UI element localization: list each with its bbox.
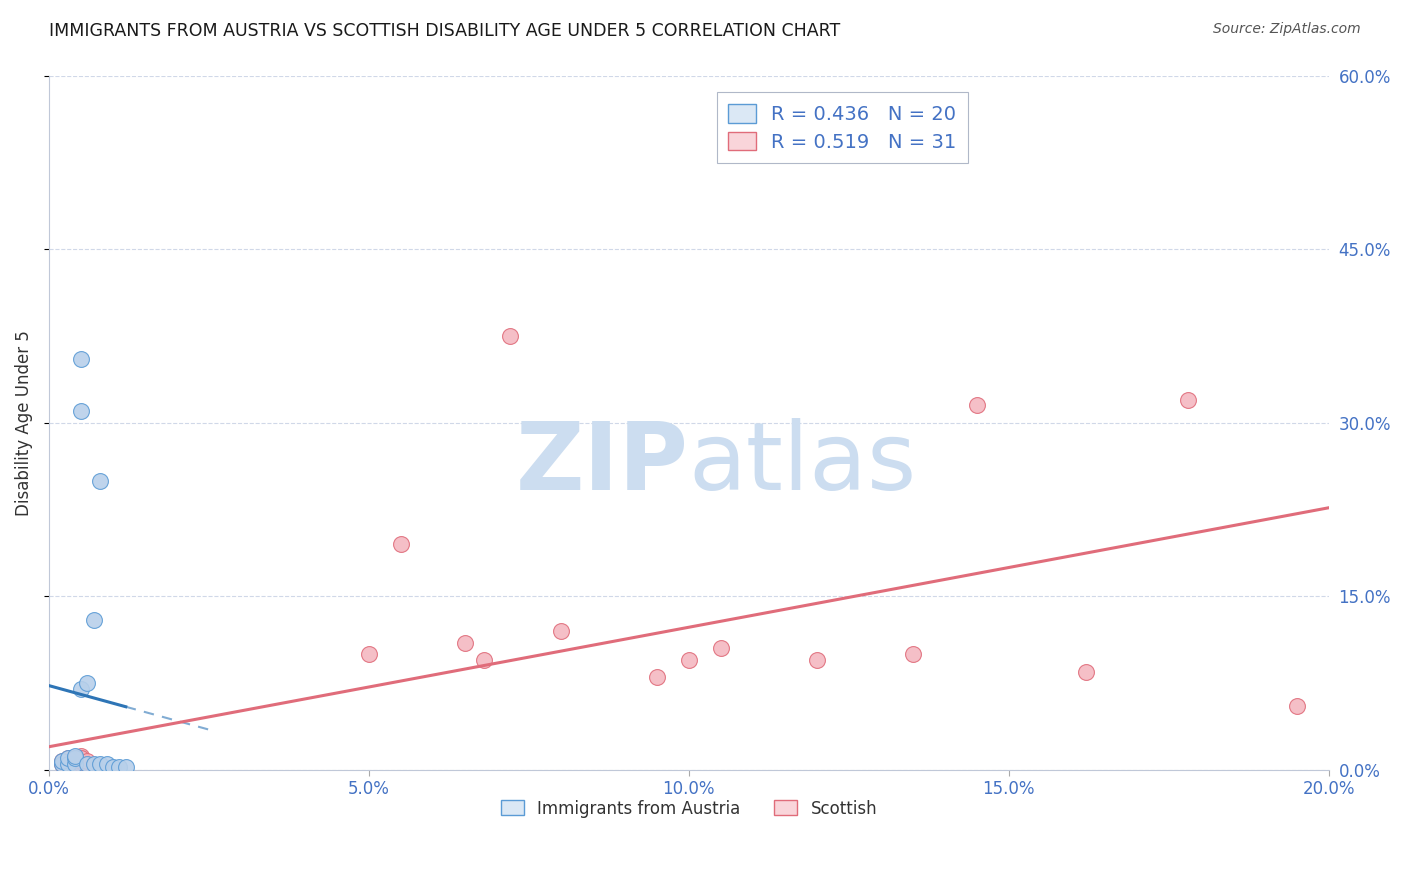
Point — [499, 329, 522, 343]
Point — [389, 537, 412, 551]
Point — [76, 754, 98, 768]
Text: atlas: atlas — [689, 418, 917, 510]
Point — [70, 754, 93, 768]
Point — [76, 757, 98, 772]
Point — [70, 404, 93, 418]
Point — [454, 635, 477, 649]
Point — [101, 759, 124, 773]
Point — [1074, 665, 1097, 679]
Point — [357, 647, 380, 661]
Legend: Immigrants from Austria, Scottish: Immigrants from Austria, Scottish — [494, 793, 884, 824]
Point — [901, 647, 924, 661]
Point — [1285, 699, 1308, 714]
Point — [108, 759, 131, 773]
Point — [83, 757, 105, 772]
Point — [70, 751, 93, 765]
Point — [645, 670, 668, 684]
Point — [710, 641, 733, 656]
Point — [1177, 392, 1199, 407]
Text: ZIP: ZIP — [516, 418, 689, 510]
Point — [51, 754, 73, 768]
Point — [63, 751, 86, 765]
Point — [550, 624, 572, 639]
Point — [966, 398, 988, 412]
Point — [51, 757, 73, 772]
Point — [70, 751, 93, 765]
Point — [70, 681, 93, 696]
Point — [89, 474, 111, 488]
Point — [678, 653, 700, 667]
Point — [63, 757, 86, 772]
Point — [114, 759, 136, 773]
Point — [70, 352, 93, 367]
Y-axis label: Disability Age Under 5: Disability Age Under 5 — [15, 330, 32, 516]
Point — [51, 754, 73, 768]
Point — [51, 757, 73, 772]
Point — [472, 653, 495, 667]
Point — [63, 754, 86, 768]
Point — [76, 757, 98, 772]
Point — [63, 757, 86, 772]
Text: IMMIGRANTS FROM AUSTRIA VS SCOTTISH DISABILITY AGE UNDER 5 CORRELATION CHART: IMMIGRANTS FROM AUSTRIA VS SCOTTISH DISA… — [49, 22, 841, 40]
Point — [70, 754, 93, 768]
Point — [83, 613, 105, 627]
Point — [76, 676, 98, 690]
Point — [806, 653, 828, 667]
Text: Source: ZipAtlas.com: Source: ZipAtlas.com — [1213, 22, 1361, 37]
Point — [56, 751, 79, 765]
Point — [63, 749, 86, 764]
Point — [70, 757, 93, 772]
Point — [96, 757, 118, 772]
Point — [70, 749, 93, 764]
Point — [56, 751, 79, 765]
Point — [70, 751, 93, 765]
Point — [89, 757, 111, 772]
Point — [56, 757, 79, 772]
Point — [63, 751, 86, 765]
Point — [56, 757, 79, 772]
